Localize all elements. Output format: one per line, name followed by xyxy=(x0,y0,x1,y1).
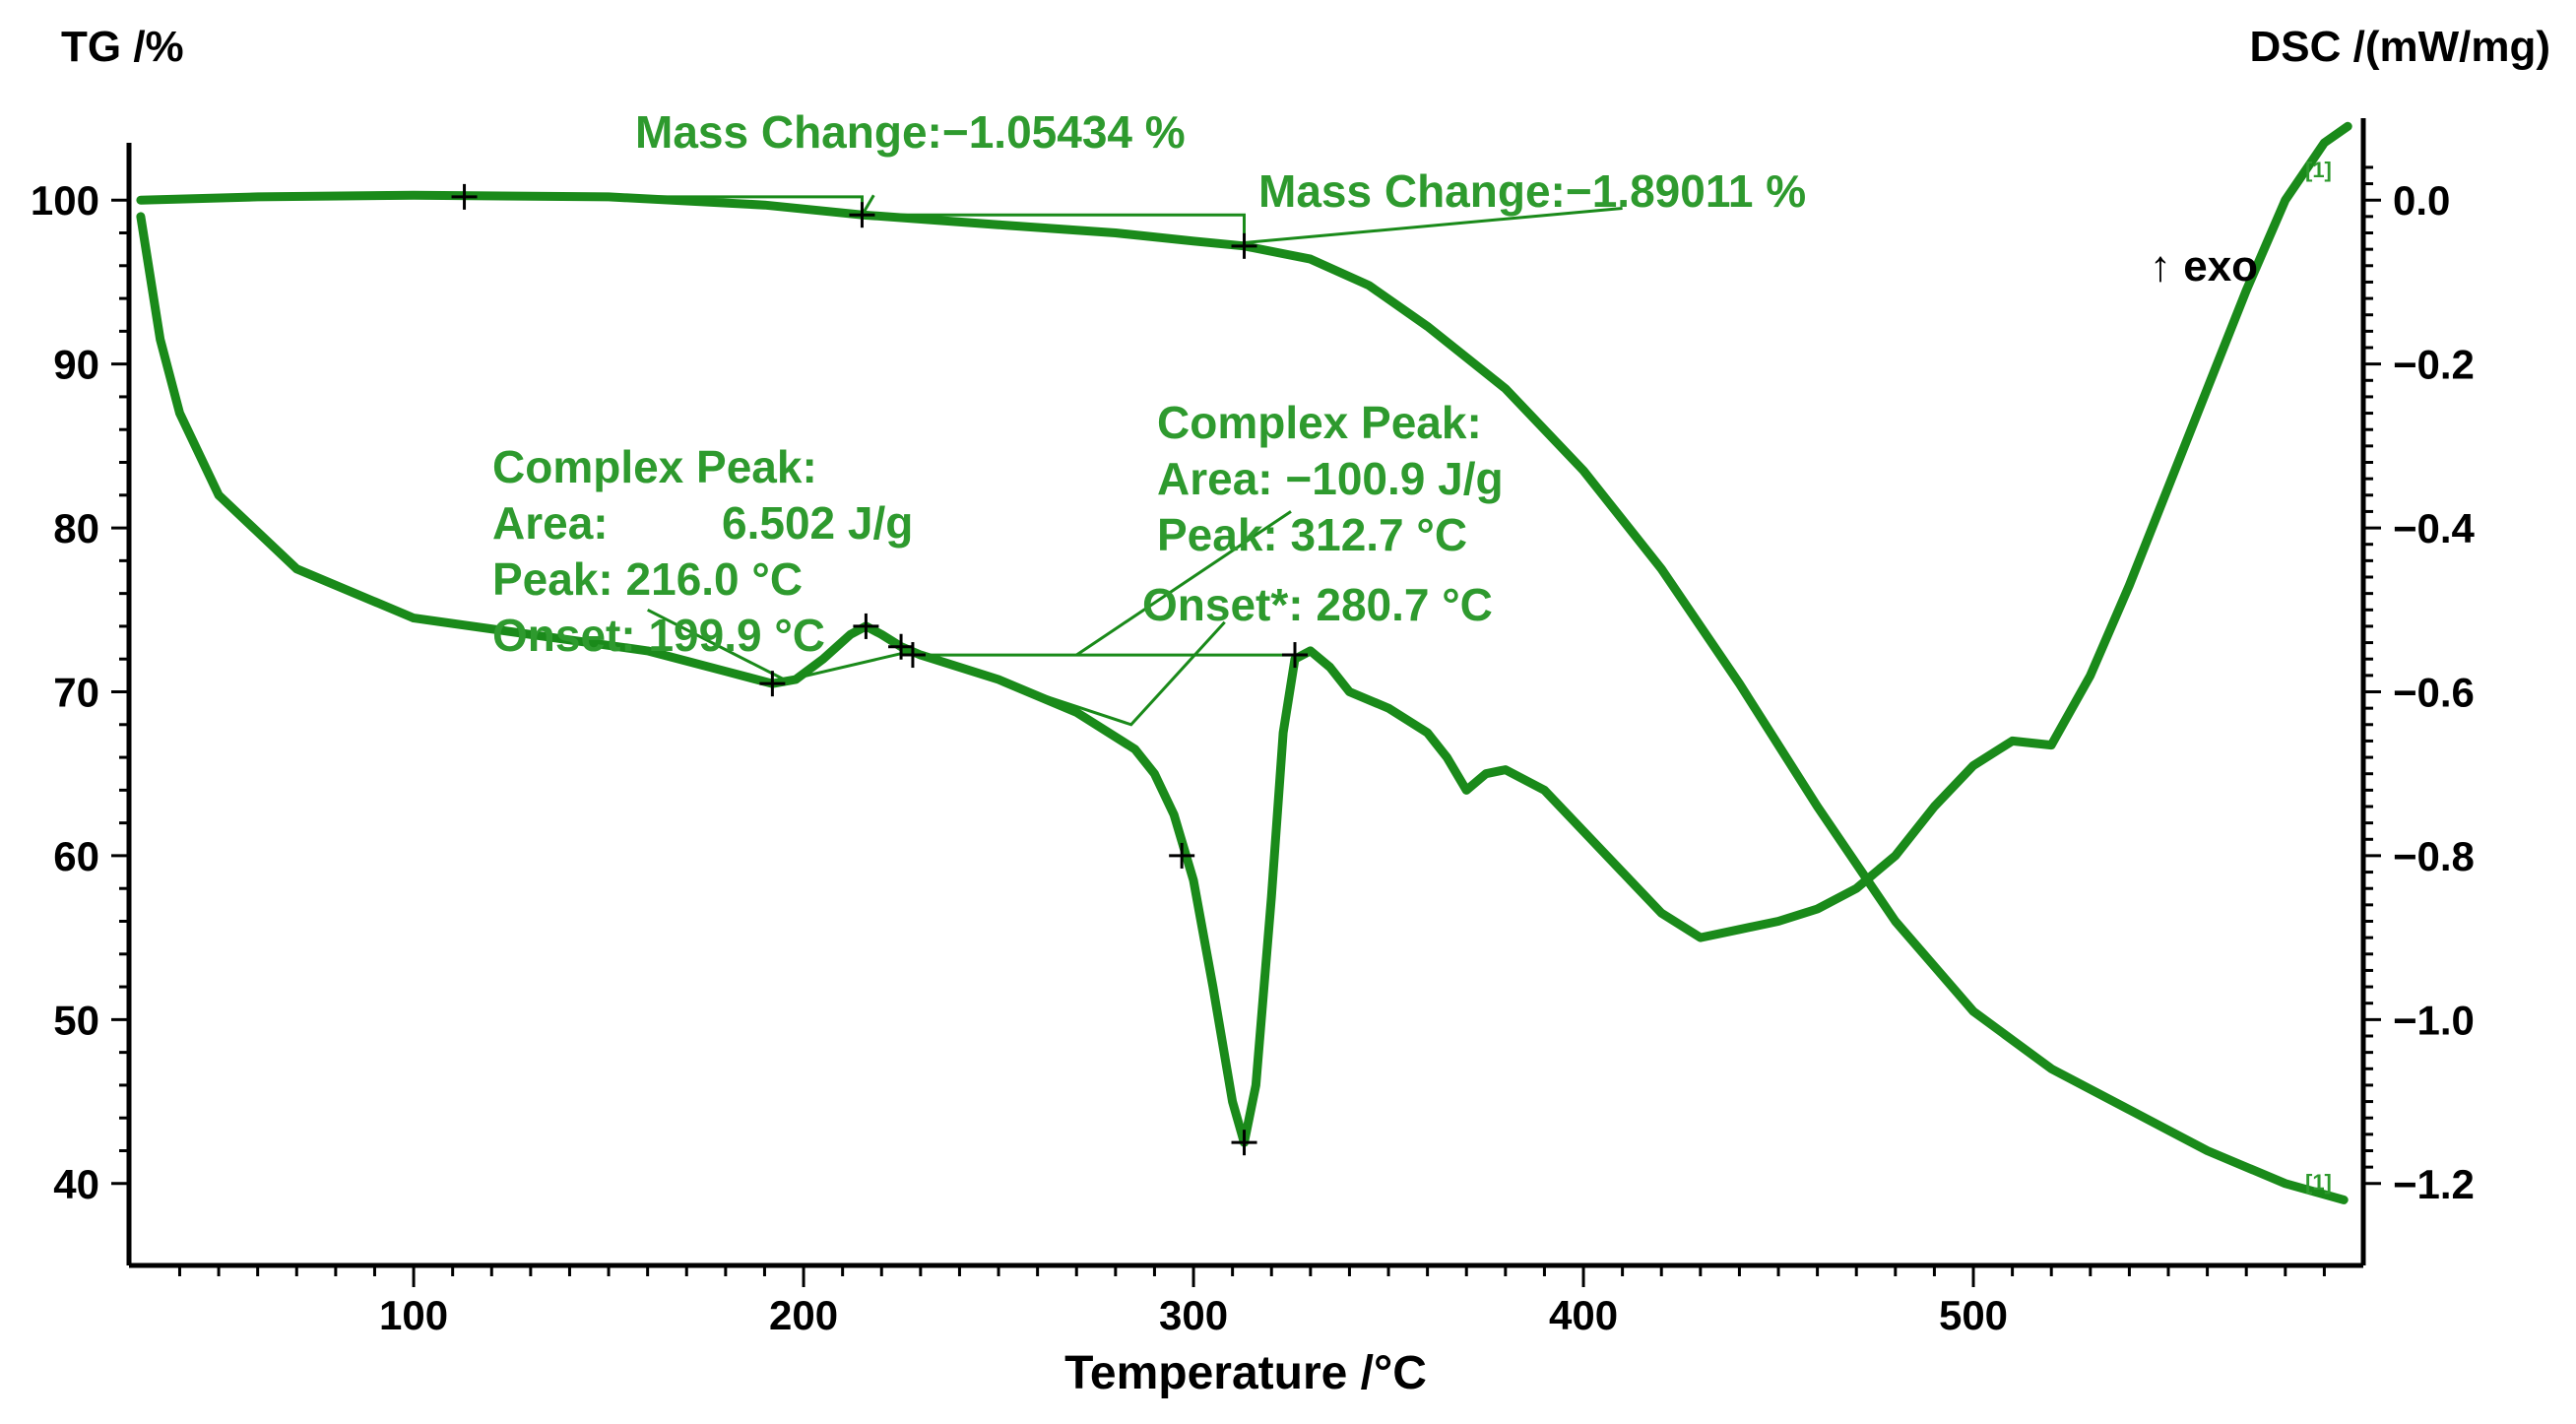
y-left-tick-label: 70 xyxy=(53,670,99,716)
curves xyxy=(136,121,2352,1204)
y-left-tick-label: 100 xyxy=(31,177,99,224)
y-left-tick-label: 80 xyxy=(53,505,99,551)
y-right-tick-label: −0.6 xyxy=(2393,670,2475,716)
x-tick-label: 300 xyxy=(1159,1292,1228,1338)
mass-change-2-label: Mass Change:−1.89011 % xyxy=(1258,165,1806,217)
annotations: Mass Change:−1.05434 % Mass Change:−1.89… xyxy=(492,106,2332,1195)
y-right-tick-label: 0.0 xyxy=(2393,177,2450,224)
y-right-tick-label: −0.4 xyxy=(2393,505,2476,551)
peak1-onset: Onset: 199.9 °C xyxy=(492,610,825,661)
dsc-end-marker: [1] xyxy=(2305,158,2332,182)
y-left-tick-label: 40 xyxy=(53,1161,99,1207)
tick-labels: 100 200 300 400 500 40 50 60 70 80 90 100 0.0 −0.2 −0.… xyxy=(31,177,2476,1338)
peak1-peak: Peak: 216.0 °C xyxy=(492,553,803,605)
mass-change-1-label: Mass Change:−1.05434 % xyxy=(635,106,1186,158)
peak1-onset-leader xyxy=(647,608,785,681)
y-left-tick-label: 50 xyxy=(53,997,99,1043)
x-tick-label: 200 xyxy=(769,1292,838,1338)
mass-change-2-leader xyxy=(1244,207,1623,244)
peak1-area-value: 6.502 J/g xyxy=(722,497,913,549)
x-axis-title: Temperature /°C xyxy=(1064,1347,1427,1399)
y-left-tick-label: 90 xyxy=(53,342,99,388)
peak2-area: Area: −100.9 J/g xyxy=(1157,453,1504,504)
left-axis-title: TG /% xyxy=(61,23,184,71)
dsc-curve xyxy=(136,121,2352,1147)
peak2-label-leader xyxy=(1075,510,1292,657)
peak1-title: Complex Peak: xyxy=(492,441,817,492)
y-right-tick-label: −1.0 xyxy=(2393,997,2475,1043)
tg-curve xyxy=(136,190,2349,1204)
right-axis-title: DSC /(mW/mg) xyxy=(2249,23,2550,71)
cross-markers xyxy=(451,183,1308,1156)
y-right-tick-label: −0.8 xyxy=(2393,833,2475,879)
peak1-area-label: Area: xyxy=(492,497,609,549)
x-tick-label: 400 xyxy=(1549,1292,1618,1338)
peak2-title: Complex Peak: xyxy=(1157,397,1482,448)
y-right-tick-label: −1.2 xyxy=(2393,1161,2475,1207)
x-tick-label: 100 xyxy=(379,1292,448,1338)
x-tick-label: 500 xyxy=(1939,1292,2008,1338)
tg-end-marker: [1] xyxy=(2305,1170,2332,1195)
axis-ticks xyxy=(111,165,2381,1287)
y-left-tick-label: 60 xyxy=(53,833,99,879)
peak2-peak: Peak: 312.7 °C xyxy=(1157,509,1467,560)
exo-label: ↑ exo xyxy=(2150,242,2258,291)
peak2-onset: Onset*: 280.7 °C xyxy=(1142,579,1493,630)
y-right-tick-label: −0.2 xyxy=(2393,342,2475,388)
